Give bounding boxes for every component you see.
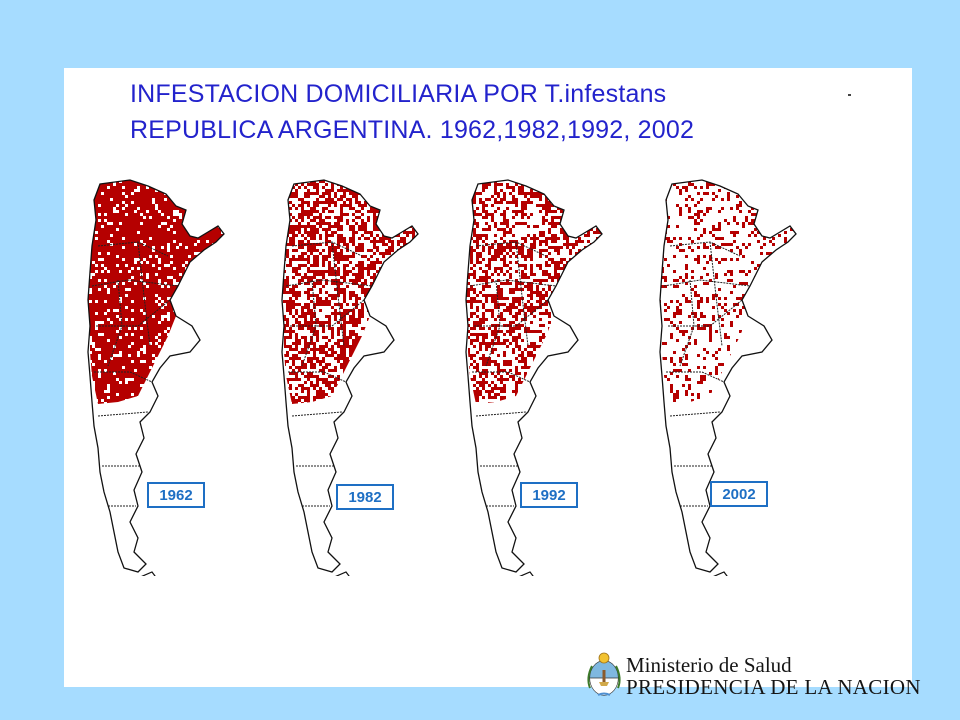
slide-title-line-1: INFESTACION DOMICILIARIA POR T.infestans (130, 80, 667, 108)
tierra-del-fuego (141, 571, 156, 576)
country-outline (659, 179, 797, 573)
province-border (475, 411, 527, 417)
province-border (288, 371, 347, 383)
province-border (94, 371, 153, 383)
map-1982 (272, 176, 442, 576)
year-label-1982: 1982 (336, 484, 394, 510)
argentine-coat-of-arms-icon (584, 648, 624, 700)
year-label-1962: 1962 (147, 482, 205, 508)
province-border (97, 411, 149, 417)
province-border (331, 241, 345, 347)
province-border (669, 411, 721, 417)
province-border (668, 299, 743, 327)
province-border (474, 299, 549, 327)
argentina-map-svg (281, 179, 419, 576)
province-border (291, 411, 343, 417)
province-border (709, 241, 723, 347)
province-border (666, 371, 725, 383)
map-1962 (78, 176, 248, 576)
ministry-name: Ministerio de Salud (626, 653, 792, 677)
country-outline (465, 179, 603, 573)
province-border (96, 299, 171, 327)
province-border (469, 279, 557, 287)
tierra-del-fuego (519, 571, 534, 576)
decorative-dot (848, 94, 851, 96)
province-border (290, 299, 365, 327)
slide-title-line-2: REPUBLICA ARGENTINA. 1962,1982,1992, 200… (130, 116, 695, 144)
year-label-2002: 2002 (710, 481, 768, 507)
year-label-1992: 1992 (520, 482, 578, 508)
country-outline (87, 179, 225, 573)
slide-panel: INFESTACION DOMICILIARIA POR T.infestans… (64, 68, 912, 687)
province-border (663, 279, 751, 287)
province-border (285, 279, 373, 287)
argentina-map-svg (465, 179, 603, 576)
tierra-del-fuego (335, 571, 350, 576)
map-1992 (456, 176, 626, 576)
map-2002 (650, 176, 820, 576)
country-fill (466, 180, 602, 572)
province-border (515, 241, 529, 347)
argentina-map-svg (659, 179, 797, 576)
argentina-map-svg (87, 179, 225, 576)
tierra-del-fuego (713, 571, 728, 576)
presidency-name: PRESIDENCIA DE LA NACION (626, 675, 921, 699)
province-border (91, 279, 179, 287)
province-border (472, 371, 531, 383)
country-outline (281, 179, 419, 573)
province-border (137, 241, 151, 347)
